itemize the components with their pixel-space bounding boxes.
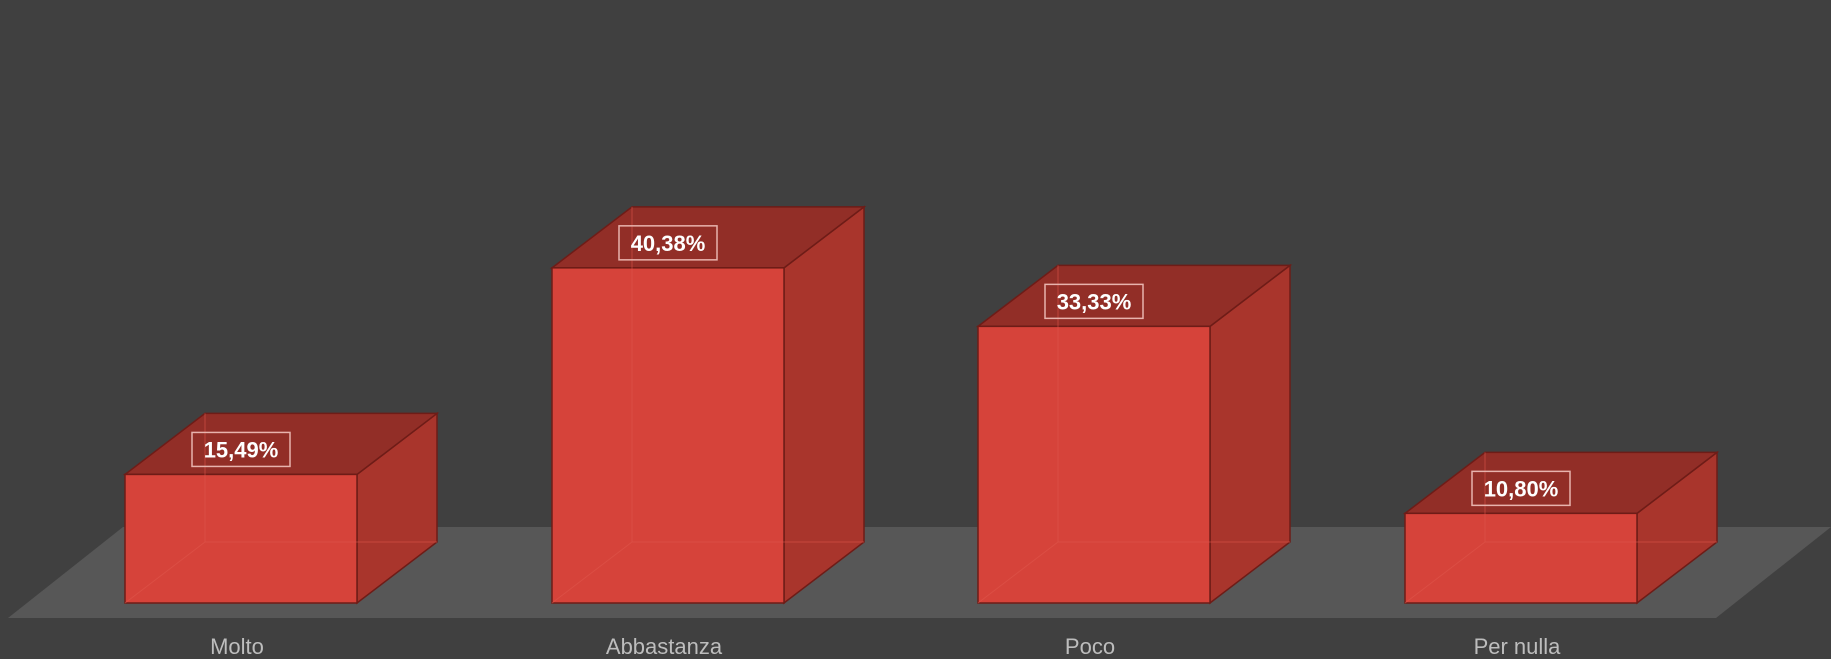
bar-hidden-edges — [124, 413, 437, 604]
data-label-box — [1044, 283, 1144, 320]
category-label: Abbastanza — [606, 634, 723, 659]
bar-side-face — [783, 205, 865, 605]
bar-hidden-edges — [977, 265, 1290, 604]
bar-front-face — [977, 325, 1211, 604]
data-label-box — [618, 225, 718, 261]
bar-4: 10,80% — [1402, 450, 1720, 605]
bar-front-face — [551, 267, 785, 604]
data-label: 10,80% — [1484, 476, 1559, 501]
data-label-box — [191, 431, 291, 468]
category-label: Poco — [1065, 634, 1115, 659]
chart-floor — [8, 527, 1831, 618]
bar-hidden-edges — [551, 206, 864, 604]
data-label: 33,33% — [1057, 289, 1132, 314]
bar-2: 40,38% — [549, 205, 867, 605]
category-label: Per nulla — [1474, 634, 1562, 659]
bar-front-face — [124, 473, 358, 604]
category-labels-group: Molto Abbastanza Poco Per nulla — [210, 634, 1561, 659]
category-label: Molto — [210, 634, 264, 659]
bar-1: 15,49% — [122, 411, 440, 605]
data-label-box — [1471, 470, 1571, 507]
data-label: 40,38% — [631, 231, 706, 256]
bar-front-face — [1404, 512, 1638, 604]
data-label: 15,49% — [204, 437, 279, 462]
bars-group: 15,49% 40,38% 33,33% 10,80% — [122, 205, 1720, 605]
bar-3: 33,33% — [975, 263, 1293, 605]
bar-hidden-edges — [1404, 452, 1717, 604]
